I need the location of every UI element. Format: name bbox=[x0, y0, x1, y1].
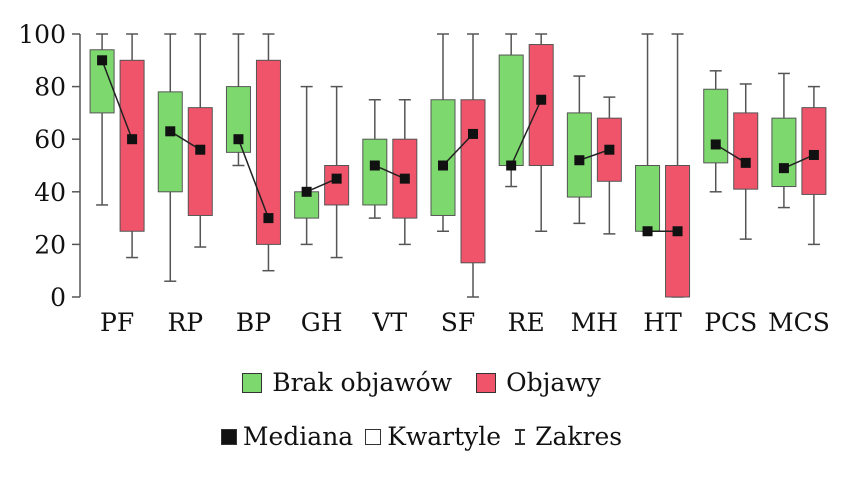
median-marker-objawy-pcs bbox=[740, 157, 751, 168]
quartile-box-icon bbox=[365, 428, 382, 445]
y-tick-label-80: 80 bbox=[34, 73, 66, 102]
box-brak-objawow-mh bbox=[566, 112, 592, 198]
median-connector-bp bbox=[237, 138, 270, 219]
box-brak-objawow-pcs bbox=[703, 88, 729, 164]
x-category-label-pcs: PCS bbox=[704, 308, 757, 337]
legend-swatch-brak-objawow bbox=[242, 372, 263, 393]
median-marker-objawy-rp bbox=[195, 144, 206, 155]
median-marker-objawy-ht bbox=[672, 226, 683, 237]
x-category-label-mcs: MCS bbox=[768, 308, 830, 337]
median-marker-brak-objawow-re bbox=[506, 160, 517, 171]
legend-label-zakres: Zakres bbox=[535, 422, 623, 451]
median-marker-objawy-vt bbox=[399, 173, 410, 184]
median-marker-objawy-re bbox=[536, 94, 547, 105]
x-category-label-gh: GH bbox=[301, 308, 343, 337]
box-objawy-rp bbox=[187, 107, 213, 216]
x-category-label-pf: PF bbox=[100, 308, 134, 337]
median-marker-brak-objawow-rp bbox=[165, 126, 176, 137]
range-whisker-icon bbox=[513, 427, 527, 447]
legend-swatch-objawy bbox=[476, 372, 497, 393]
x-category-label-vt: VT bbox=[371, 308, 407, 337]
legend-item-objawy: Objawy bbox=[476, 368, 601, 397]
legend-item-kwartyle: Kwartyle bbox=[365, 422, 501, 451]
box-brak-objawow-ht bbox=[635, 165, 661, 232]
legend-item-mediana: Mediana bbox=[220, 422, 354, 451]
box-objawy-gh bbox=[324, 165, 350, 206]
median-marker-brak-objawow-vt bbox=[369, 160, 380, 171]
median-marker-brak-objawow-bp bbox=[233, 134, 244, 145]
median-marker-objawy-mh bbox=[604, 144, 615, 155]
median-marker-brak-objawow-sf bbox=[438, 160, 448, 171]
median-marker-objawy-pf bbox=[127, 134, 138, 145]
legend-label-kwartyle: Kwartyle bbox=[387, 422, 502, 451]
legend-markers: Mediana Kwartyle Zakres bbox=[0, 422, 843, 451]
legend-label-mediana: Mediana bbox=[242, 422, 354, 451]
median-marker-brak-objawow-mh bbox=[574, 155, 585, 166]
y-tick-label-100: 100 bbox=[18, 20, 66, 49]
box-brak-objawow-vt bbox=[362, 138, 388, 206]
x-category-label-re: RE bbox=[508, 308, 545, 337]
box-brak-objawow-re bbox=[498, 54, 524, 166]
legend-label-objawy: Objawy bbox=[506, 368, 601, 397]
median-marker-brak-objawow-ht bbox=[642, 226, 653, 237]
median-marker-objawy-mcs bbox=[808, 149, 819, 160]
legend-label-brak-objawow: Brak objawów bbox=[272, 368, 453, 397]
median-marker-objawy-sf bbox=[468, 128, 478, 139]
median-marker-brak-objawow-mcs bbox=[778, 163, 789, 174]
y-tick-label-20: 20 bbox=[34, 230, 66, 259]
median-marker-brak-objawow-pf bbox=[97, 55, 108, 66]
legend-item-brak-objawow: Brak objawów bbox=[242, 368, 452, 397]
y-tick-label-40: 40 bbox=[34, 178, 66, 207]
box-brak-objawow-mcs bbox=[771, 117, 797, 188]
x-category-label-sf: SF bbox=[441, 308, 475, 337]
box-plot-chart: 0 20 40 60 80 100 PF RP BP GH VT SF RE MH HT PCS MCS bbox=[18, 20, 830, 337]
median-marker-brak-objawow-pcs bbox=[710, 139, 721, 150]
y-tick-label-0: 0 bbox=[50, 283, 66, 312]
median-connector-sf bbox=[442, 133, 474, 167]
legend-item-zakres: Zakres bbox=[513, 422, 622, 451]
box-objawy-pcs bbox=[733, 112, 759, 190]
y-tick-label-60: 60 bbox=[34, 125, 66, 154]
box-brak-objawow-rp bbox=[157, 91, 183, 193]
legend-series: Brak objawów Objawy bbox=[0, 368, 843, 397]
box-objawy-mh bbox=[596, 117, 622, 182]
x-category-label-rp: RP bbox=[167, 308, 203, 337]
median-marker-objawy-gh bbox=[331, 173, 342, 184]
x-category-label-bp: BP bbox=[236, 308, 271, 337]
median-connector-re bbox=[510, 99, 542, 166]
box-objawy-re bbox=[528, 44, 554, 167]
median-marker-icon bbox=[220, 428, 237, 445]
median-marker-brak-objawow-gh bbox=[301, 186, 312, 197]
x-category-label-mh: MH bbox=[571, 308, 618, 337]
median-connector-pf bbox=[101, 60, 133, 140]
x-category-label-ht: HT bbox=[643, 308, 682, 337]
box-objawy-pf bbox=[119, 59, 145, 232]
box-objawy-sf bbox=[460, 99, 486, 264]
median-marker-objawy-bp bbox=[263, 213, 274, 224]
